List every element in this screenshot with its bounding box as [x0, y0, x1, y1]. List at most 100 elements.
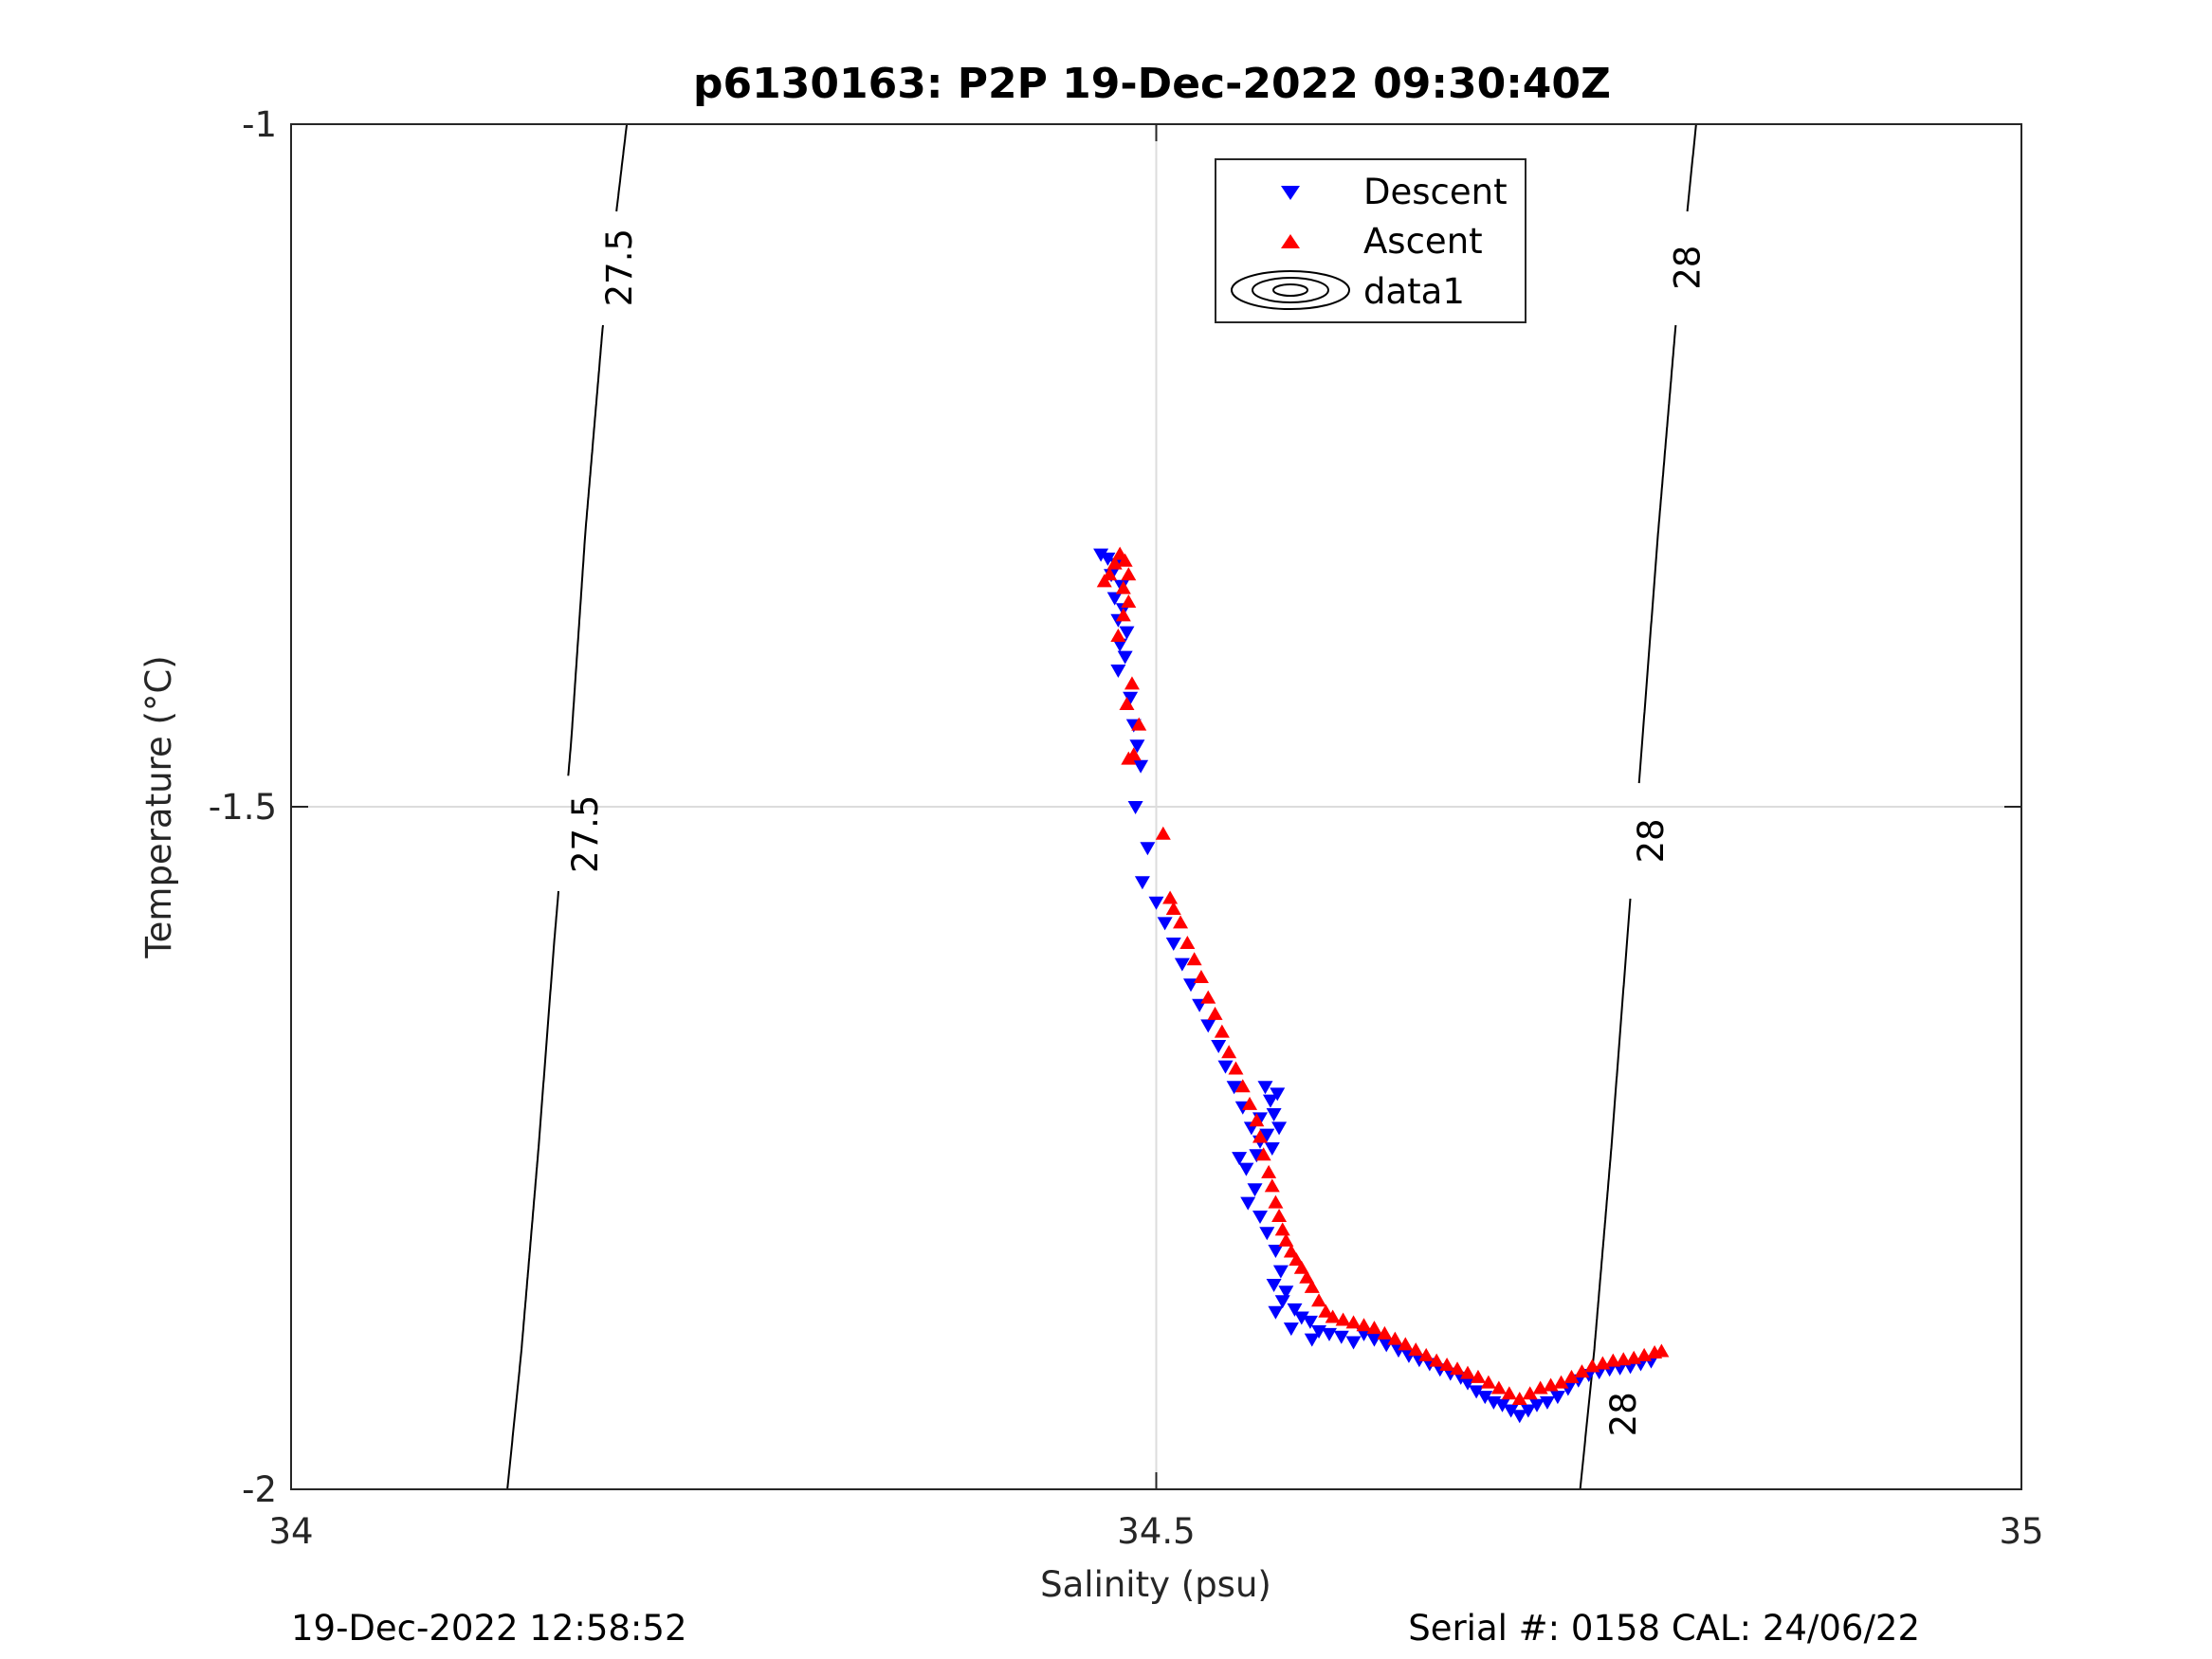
ascent-point	[1165, 902, 1181, 915]
ascent-point	[1418, 1347, 1435, 1361]
descent-point	[1469, 1385, 1485, 1399]
x-axis-label: Salinity (psu)	[1040, 1564, 1271, 1605]
ascent-point	[1102, 567, 1118, 581]
ascent-point	[1221, 1045, 1237, 1059]
ascent-point	[1274, 1222, 1290, 1236]
ascent-point	[1117, 553, 1133, 567]
ascent-point	[1207, 1006, 1223, 1020]
descent-point	[1148, 896, 1164, 910]
descent-point	[1266, 1108, 1282, 1121]
legend-ascent-label: Ascent	[1363, 221, 1483, 262]
descent-point	[1511, 1410, 1527, 1424]
ascent-point	[1234, 1079, 1251, 1093]
descent-point	[1274, 1295, 1290, 1309]
descent-point	[1287, 1303, 1303, 1317]
descent-point	[1278, 1285, 1294, 1300]
descent-point	[1477, 1391, 1493, 1405]
descent-point	[1494, 1398, 1510, 1413]
ascent-point	[1200, 990, 1216, 1004]
descent-point	[1226, 1081, 1242, 1095]
descent-point	[1460, 1376, 1475, 1391]
ascent-point	[1115, 608, 1131, 622]
footer-timestamp: 19-Dec-2022 12:58:52	[291, 1608, 686, 1649]
descent-point	[1133, 759, 1149, 774]
ascent-point	[1121, 751, 1137, 765]
descent-point	[1333, 1330, 1349, 1344]
ascent-point	[1311, 1293, 1327, 1307]
ascent-point	[1271, 1209, 1288, 1222]
descent-point	[1264, 1142, 1280, 1156]
descent-point	[1119, 626, 1135, 640]
descent-point	[1268, 1305, 1284, 1320]
ascent-point	[1293, 1260, 1309, 1274]
ascent-point	[1574, 1364, 1590, 1378]
ascent-point	[1193, 970, 1209, 983]
ascent-point	[1214, 1024, 1230, 1038]
contour-label: 28	[1603, 1392, 1644, 1436]
ascent-point	[1480, 1375, 1496, 1389]
ascent-point	[1264, 1178, 1280, 1193]
isopycnal-27.5	[506, 123, 629, 1490]
ascent-point	[1179, 936, 1196, 949]
ascent-point	[1511, 1391, 1527, 1405]
contour-label: 27.5	[565, 795, 606, 873]
ascent-point	[1124, 676, 1140, 690]
ascent-point	[1121, 567, 1137, 581]
descent-point	[1165, 938, 1181, 951]
descent-point	[1217, 1060, 1234, 1074]
descent-point	[1200, 1019, 1216, 1033]
y-axis-label: Temperature (°C)	[138, 655, 179, 958]
descent-point	[1112, 638, 1128, 652]
ascent-point	[1325, 1309, 1341, 1323]
descent-point	[1520, 1404, 1536, 1418]
ascent-point	[1255, 1147, 1271, 1161]
ascent-point	[1304, 1279, 1320, 1293]
ascent-point	[1345, 1315, 1362, 1329]
ascent-point	[1377, 1325, 1393, 1340]
legend-data1-label: data1	[1363, 271, 1465, 312]
ascent-point	[1289, 1252, 1305, 1267]
ascent-point	[1299, 1269, 1315, 1284]
x-tick-label: 34	[268, 1511, 313, 1552]
contour-label: 28	[1631, 818, 1672, 863]
descent-point	[1259, 1227, 1275, 1241]
ascent-point	[1398, 1337, 1414, 1351]
ascent-point	[1408, 1342, 1424, 1357]
descent-point	[1238, 1162, 1254, 1176]
ascent-point	[1460, 1365, 1475, 1379]
ascent-point	[1261, 1164, 1277, 1178]
ascent-point	[1268, 1194, 1284, 1209]
ascent-point	[1115, 580, 1131, 594]
ascent-point	[1563, 1369, 1580, 1383]
ascent-point	[1366, 1321, 1382, 1335]
ascent-markers	[1096, 546, 1670, 1405]
legend-descent-marker	[1281, 186, 1300, 200]
descent-point	[1211, 1040, 1227, 1053]
legend-contour-icon	[1231, 270, 1350, 310]
descent-point	[1529, 1398, 1545, 1413]
ascent-point	[1173, 915, 1189, 929]
ascent-point	[1278, 1232, 1294, 1247]
ascent-point	[1553, 1375, 1569, 1389]
ascent-point	[1470, 1369, 1486, 1383]
ascent-point	[1131, 717, 1147, 731]
descent-point	[1268, 1245, 1284, 1258]
descent-point	[1503, 1404, 1519, 1418]
contour-label: 27.5	[599, 228, 640, 306]
x-tick-label: 35	[1999, 1511, 2043, 1552]
descent-point	[1106, 592, 1123, 606]
ascent-point	[1252, 1129, 1268, 1143]
legend-descent-label: Descent	[1363, 172, 1508, 212]
ascent-point	[1616, 1352, 1632, 1366]
descent-point	[1304, 1333, 1320, 1347]
ascent-point	[1249, 1113, 1265, 1127]
descent-point	[1232, 1152, 1248, 1166]
axis-ticks: 34 34.5 35 -2 -1.5 -1	[209, 104, 2044, 1552]
ascent-point	[1450, 1361, 1466, 1376]
ascent-point	[1283, 1244, 1299, 1258]
x-tick-label: 34.5	[1117, 1511, 1195, 1552]
ascent-point	[1429, 1353, 1445, 1367]
ascent-point	[1228, 1061, 1244, 1075]
descent-point	[1293, 1311, 1309, 1325]
descent-point	[1140, 842, 1156, 856]
